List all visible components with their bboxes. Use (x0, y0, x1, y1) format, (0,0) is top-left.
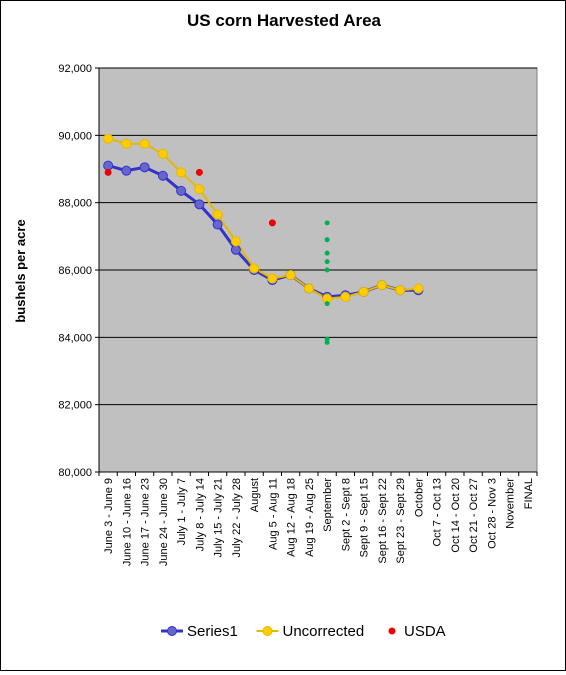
legend-label-uncorrected: Uncorrected (283, 623, 365, 640)
y-tick-label: 88,000 (58, 198, 92, 210)
y-tick-label: 86,000 (58, 265, 92, 277)
x-axis-ticks: June 3 - June 9 June 10 - June 16 June 17 … (98, 472, 538, 566)
data-point (324, 301, 330, 307)
legend-marker-uncorrected (262, 626, 273, 636)
data-point (176, 167, 187, 178)
x-tick-label: Sept 16 - Sept 22 (377, 478, 389, 564)
y-tick-label: 82,000 (58, 400, 92, 412)
x-tick-label: Oct 14 - Oct 20 (450, 478, 462, 553)
data-point (249, 263, 260, 274)
series-group (103, 133, 424, 345)
x-tick-label: Oct 7 - Oct 13 (432, 478, 444, 546)
x-tick-label: October (413, 478, 425, 517)
x-tick-label: July 22 - July 28 (231, 478, 243, 557)
data-point (376, 280, 387, 291)
data-point (157, 148, 168, 159)
x-tick-label: June 24 - June 30 (158, 478, 170, 566)
x-tick-label: Aug 19 - Aug 25 (304, 478, 316, 557)
legend-marker-usda (388, 627, 396, 635)
x-tick-label: Sept 9 - Sept 15 (359, 478, 371, 558)
data-point (395, 285, 406, 296)
x-tick-label: July 15 - July 21 (213, 478, 225, 557)
y-tick-label: 92,000 (58, 63, 92, 75)
y-axis-label: bushels per acre (13, 219, 28, 322)
x-tick-label: Oct 21 - Oct 27 (468, 478, 480, 553)
data-point (303, 283, 314, 294)
data-point (212, 209, 223, 220)
x-tick-label: Sept 2 - Sept 8 (340, 478, 352, 551)
data-point (139, 138, 150, 149)
data-point (324, 237, 330, 243)
data-point (195, 168, 203, 176)
x-tick-label: Aug 5 - Aug 11 (267, 478, 279, 550)
data-point (230, 236, 241, 247)
data-point (413, 283, 424, 294)
data-point (324, 259, 330, 265)
x-tick-label: June 10 - June 16 (121, 478, 133, 566)
y-tick-label: 90,000 (58, 130, 92, 142)
x-tick-label: August (249, 478, 261, 512)
data-point (340, 291, 351, 302)
data-point (121, 138, 132, 149)
data-point (324, 267, 330, 273)
x-tick-label: Oct 28 - Nov 3 (486, 478, 498, 549)
data-point (103, 160, 114, 171)
data-point (267, 273, 278, 284)
x-tick-label: July 1 - July 7 (176, 478, 188, 545)
data-point (139, 162, 150, 173)
data-point (324, 339, 330, 345)
legend-marker-series1 (167, 626, 177, 636)
data-point (121, 165, 132, 176)
data-point (176, 185, 187, 196)
data-point (194, 184, 205, 195)
data-point (268, 219, 276, 227)
legend-label-usda: USDA (404, 623, 446, 640)
data-point (230, 244, 241, 255)
y-tick-label: 80,000 (58, 467, 92, 479)
data-point (104, 168, 112, 176)
x-tick-label: Sept 23 - Sept 29 (395, 478, 407, 564)
data-point (194, 199, 205, 210)
legend-label-series1: Series1 (187, 623, 238, 640)
data-point (324, 250, 330, 256)
data-point (358, 286, 369, 297)
legend: Series1 Uncorrected USDA (161, 623, 446, 640)
data-point (324, 220, 330, 226)
x-tick-label: June 3 - June 9 (103, 478, 115, 554)
data-point (285, 270, 296, 281)
x-tick-label: November (505, 478, 517, 529)
data-point (157, 170, 168, 181)
chart-title: US corn Harvested Area (187, 11, 382, 30)
data-point (212, 219, 223, 230)
x-tick-label: June 17 - June 23 (140, 478, 152, 566)
x-tick-label: FINAL (523, 478, 535, 509)
data-point (103, 133, 114, 144)
x-tick-label: September (322, 478, 334, 532)
x-tick-label: Aug 12 - Aug 18 (286, 478, 298, 557)
y-axis-ticks: 80,000 82,000 84,000 86,000 88,000 90,000 92,0… (58, 63, 99, 479)
x-tick-label: July 8 - July 14 (194, 478, 206, 551)
y-tick-label: 84,000 (58, 332, 92, 344)
